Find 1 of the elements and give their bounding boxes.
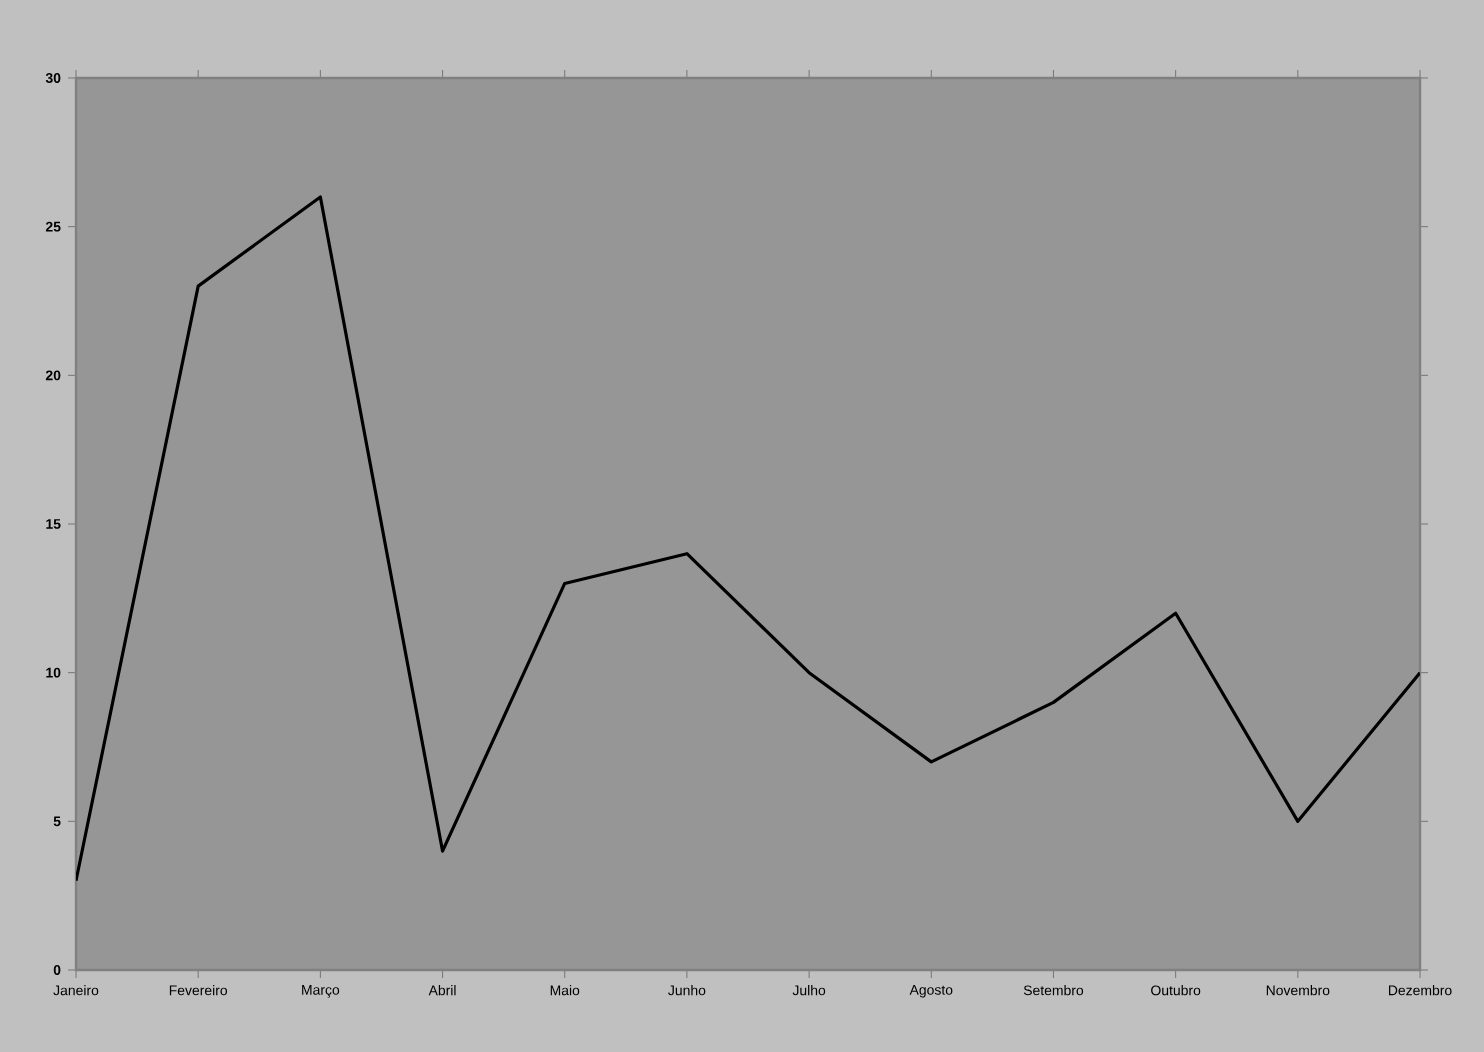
line-series [76,195,1421,883]
